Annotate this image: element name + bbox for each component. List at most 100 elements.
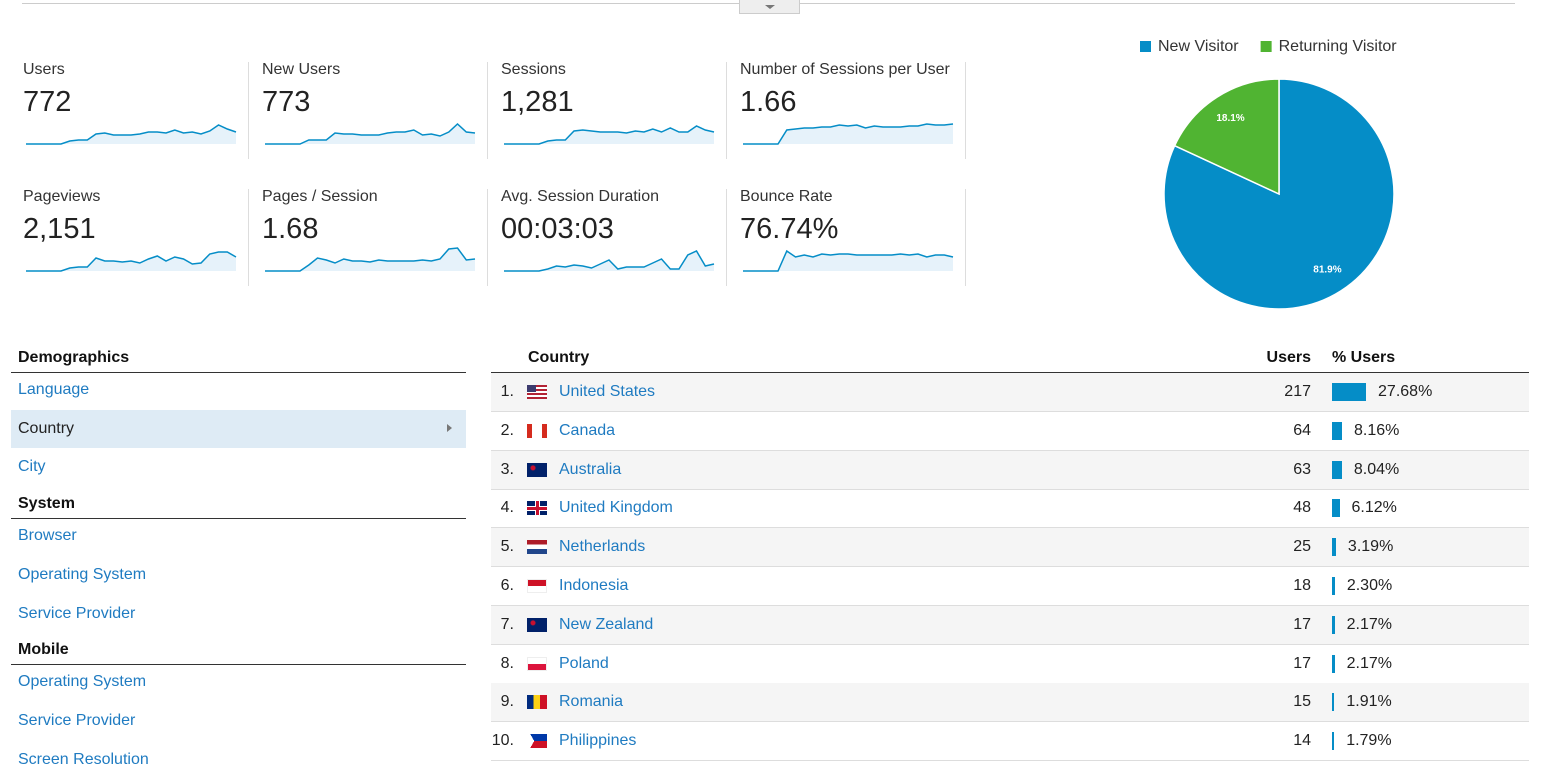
metric-value: 1,281: [501, 86, 574, 118]
flag-icon: [527, 695, 547, 710]
table-row: 5. Netherlands 25 3.19%: [491, 528, 1529, 568]
country-link[interactable]: Poland: [559, 654, 609, 672]
table-row: 9. Romania 15 1.91%: [491, 683, 1529, 723]
sparkline-line: [504, 125, 715, 145]
flag-icon: [527, 734, 547, 749]
metric-value: 772: [23, 86, 72, 118]
metric-separator: [726, 62, 727, 159]
country-link[interactable]: Philippines: [559, 732, 637, 750]
nav-section-rule: [11, 518, 466, 520]
share-label: 2.17%: [1346, 654, 1393, 672]
sparkline-line: [265, 247, 476, 272]
rank: 5.: [500, 538, 514, 556]
table-row: 7. New Zealand 17 2.17%: [491, 605, 1529, 645]
users-count: 17: [1293, 615, 1311, 633]
nav-item[interactable]: Country: [18, 419, 75, 437]
table-row: 3. Australia 63 8.04%: [491, 450, 1529, 490]
metric-value: 1.68: [262, 213, 319, 245]
metric-label: Avg. Session Duration: [501, 188, 660, 205]
country-link[interactable]: New Zealand: [559, 615, 654, 633]
flag-icon: [527, 385, 547, 399]
metric-separator: [965, 62, 966, 159]
country-link[interactable]: United States: [559, 383, 656, 400]
flag-icon: [527, 423, 547, 438]
metric-label: Sessions: [501, 61, 566, 78]
header-share: % Users: [1332, 349, 1396, 366]
flag-icon: [527, 540, 547, 555]
nav-item[interactable]: Operating System: [18, 673, 147, 691]
pie-chart: 81.9% 18.1% New Visitor Returning Visitor: [1140, 38, 1397, 310]
slice-label: 18.1%: [1216, 113, 1244, 124]
users-count: 15: [1293, 693, 1311, 711]
table-row: 8. Poland 17 2.17%: [491, 645, 1529, 684]
rank: 7.: [500, 615, 514, 633]
nav-item[interactable]: Screen Resolution: [18, 750, 149, 768]
table-row: 2. Canada 64 8.16%: [491, 412, 1529, 451]
country-link[interactable]: Australia: [559, 460, 622, 478]
sparkline-line: [265, 122, 476, 145]
share-label: 8.04%: [1353, 460, 1400, 478]
nav-item[interactable]: Service Provider: [18, 711, 136, 729]
metric-value: 773: [262, 86, 311, 118]
metric-separator: [965, 189, 966, 286]
share-label: 1.79%: [1346, 732, 1392, 750]
header-country: Country: [528, 349, 590, 366]
metric-label: Pages / Session: [262, 188, 378, 205]
metric-label: New Users: [262, 61, 341, 78]
share-label: 2.17%: [1346, 615, 1393, 633]
flag-icon: [527, 656, 547, 671]
sparkline: [743, 123, 954, 145]
nav-item[interactable]: Language: [18, 381, 90, 398]
sparkline-line: [26, 124, 237, 145]
users-count: 217: [1284, 383, 1311, 400]
metric-value: 1.66: [740, 86, 797, 118]
rank: 3.: [500, 460, 514, 478]
collapse-tab[interactable]: [739, 0, 800, 14]
users-count: 17: [1293, 654, 1311, 672]
nav-item[interactable]: Service Provider: [18, 604, 136, 622]
users-count: 64: [1293, 421, 1311, 439]
share-label: 1.91%: [1346, 693, 1392, 711]
sparkline-line: [26, 251, 237, 272]
country-link[interactable]: Indonesia: [559, 577, 629, 594]
users-count: 14: [1293, 732, 1311, 750]
sparkline-area: [265, 124, 475, 144]
country-link[interactable]: Canada: [559, 421, 616, 439]
users-count: 48: [1293, 499, 1311, 517]
metric-label: Number of Sessions per User: [740, 61, 950, 78]
sparkline: [26, 124, 237, 145]
nav-item[interactable]: City: [18, 458, 46, 476]
flag-icon: [527, 462, 547, 477]
share-label: 2.30%: [1346, 577, 1393, 594]
metric-value: 00:03:03: [501, 213, 614, 245]
metric-value: 2,151: [23, 213, 96, 245]
sparkline-area: [26, 125, 236, 144]
nav-arrow: [447, 423, 452, 432]
sparkline-area: [743, 124, 953, 144]
country-link[interactable]: Netherlands: [559, 538, 646, 556]
country-link[interactable]: United Kingdom: [559, 499, 673, 517]
sparkline: [504, 250, 715, 272]
flag-icon: [527, 501, 547, 516]
flag-icon: [527, 579, 547, 593]
rank: 2.: [500, 421, 514, 439]
sparkline: [504, 125, 715, 145]
rank: 9.: [500, 693, 514, 711]
legend-label: New Visitor: [1158, 38, 1239, 55]
sparkline: [265, 122, 476, 145]
sparkline: [743, 249, 954, 272]
users-count: 63: [1293, 460, 1311, 478]
legend-swatch: [1260, 41, 1272, 52]
nav-item[interactable]: Browser: [18, 527, 77, 545]
metric-value: 76.74%: [740, 213, 839, 245]
share-bar: [1332, 615, 1335, 634]
nav-item[interactable]: Operating System: [18, 565, 147, 583]
nav-section-rule: [11, 664, 466, 666]
sparkline-line: [743, 123, 954, 145]
share-label: 6.12%: [1351, 499, 1397, 517]
nav-selected-bg: [11, 409, 466, 448]
sparkline-area: [743, 251, 953, 271]
country-link[interactable]: Romania: [559, 693, 624, 711]
share-bar: [1332, 538, 1336, 557]
